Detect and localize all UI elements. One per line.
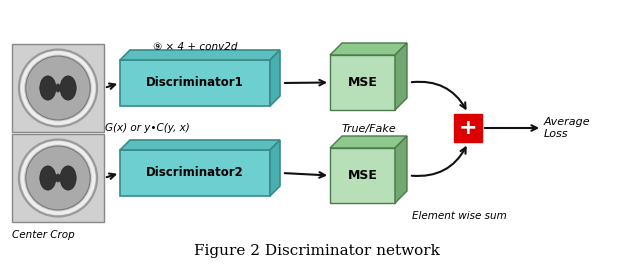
Text: G(x) or y•C(y, x): G(x) or y•C(y, x) xyxy=(105,123,190,133)
Polygon shape xyxy=(330,43,407,55)
Polygon shape xyxy=(120,140,280,150)
Ellipse shape xyxy=(55,174,61,183)
Text: ⑨ × 4 + conv2d: ⑨ × 4 + conv2d xyxy=(153,42,237,52)
Ellipse shape xyxy=(55,84,61,92)
Ellipse shape xyxy=(26,146,90,210)
Polygon shape xyxy=(395,136,407,203)
Text: Average
Loss: Average Loss xyxy=(544,117,591,139)
Ellipse shape xyxy=(19,50,97,126)
Text: Center Crop: Center Crop xyxy=(12,230,75,240)
Polygon shape xyxy=(330,136,407,148)
Text: Element wise sum: Element wise sum xyxy=(412,211,507,221)
Ellipse shape xyxy=(40,76,56,100)
Ellipse shape xyxy=(40,166,56,190)
Polygon shape xyxy=(120,150,270,196)
Polygon shape xyxy=(270,140,280,196)
Polygon shape xyxy=(330,148,395,203)
Polygon shape xyxy=(395,43,407,110)
Polygon shape xyxy=(270,50,280,106)
Ellipse shape xyxy=(60,76,76,100)
FancyBboxPatch shape xyxy=(12,44,104,132)
Polygon shape xyxy=(330,55,395,110)
Text: +: + xyxy=(458,118,477,138)
Text: Discriminator1: Discriminator1 xyxy=(146,76,244,90)
Polygon shape xyxy=(120,50,280,60)
Ellipse shape xyxy=(26,56,90,120)
Text: MSE: MSE xyxy=(347,76,377,89)
Text: MSE: MSE xyxy=(347,169,377,182)
Text: True/Fake: True/Fake xyxy=(341,124,396,134)
Text: Figure 2 Discriminator network: Figure 2 Discriminator network xyxy=(194,244,440,258)
Ellipse shape xyxy=(19,140,97,217)
Text: Discriminator2: Discriminator2 xyxy=(146,166,244,180)
FancyBboxPatch shape xyxy=(12,134,104,222)
Polygon shape xyxy=(454,114,482,142)
Ellipse shape xyxy=(60,166,76,190)
Polygon shape xyxy=(120,60,270,106)
